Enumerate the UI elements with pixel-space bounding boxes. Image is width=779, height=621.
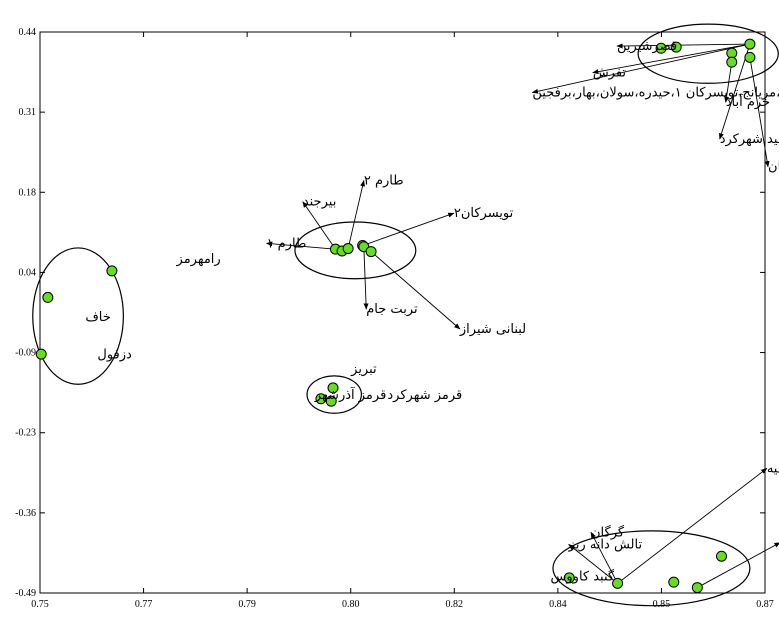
x-tick-label: 0.77 bbox=[135, 599, 153, 610]
y-tick-label: -0.23 bbox=[15, 428, 36, 439]
data-points bbox=[35, 38, 756, 594]
x-tick-label: 0.87 bbox=[756, 599, 774, 610]
tarom-2-arrow bbox=[347, 180, 366, 249]
data-point bbox=[744, 38, 756, 50]
gorgan-arrow bbox=[590, 531, 618, 584]
data-point bbox=[563, 572, 575, 584]
kelardasht-group-label: کلاردشت،لنگرود،بهشهر،شلمان،بارما،آهندان،… bbox=[767, 459, 779, 476]
y-tick-label: -0.09 bbox=[15, 348, 36, 359]
sefid-shahrekord-label: سفيد شهرکرد bbox=[720, 132, 779, 147]
data-point bbox=[726, 56, 738, 68]
data-point bbox=[106, 265, 118, 277]
data-point bbox=[670, 41, 682, 53]
taleqan-arrow bbox=[749, 57, 770, 168]
torbat-jam-label: تربت جام bbox=[366, 302, 418, 317]
data-point bbox=[327, 382, 339, 394]
khaf-label: خاف bbox=[85, 310, 110, 325]
cluster-ellipse bbox=[294, 221, 417, 280]
kelardasht-group-arrow bbox=[617, 467, 768, 584]
x-tick-label: 0.85 bbox=[653, 599, 671, 610]
khorramabad-label: خرم آباد bbox=[726, 93, 770, 110]
tuyserkan-2-arrow bbox=[362, 212, 455, 246]
cluster-ellipse bbox=[306, 375, 363, 414]
data-point bbox=[744, 51, 756, 63]
plot-frame bbox=[39, 31, 766, 594]
x-axis-ticks: 0.75 0.77 0.79 0.80 0.82 0.84 0.85 0.87 bbox=[31, 32, 774, 610]
gonbad-kavus-label: گنبد کاووس bbox=[551, 568, 615, 584]
lebanani-shiraz-label: لبنانی شيراز bbox=[459, 322, 526, 337]
tarom-2-label: طارم ۲ bbox=[364, 174, 404, 189]
cluster-ellipse bbox=[32, 247, 124, 385]
khorramabad-arrow bbox=[724, 62, 733, 103]
tafresh-arrow bbox=[592, 43, 750, 75]
y-tick-label: 0.44 bbox=[19, 27, 37, 38]
data-point bbox=[612, 577, 624, 589]
data-point bbox=[342, 243, 354, 255]
x-tick-label: 0.82 bbox=[446, 599, 464, 610]
x-tick-label: 0.80 bbox=[342, 599, 360, 610]
data-point bbox=[668, 576, 680, 588]
cluster-ellipses bbox=[32, 23, 779, 607]
data-point bbox=[325, 395, 337, 407]
tuyserkan-2-label: تويسرکان۲ bbox=[454, 206, 514, 221]
qermez-shahrekord-label: قرمز شهرکرد bbox=[387, 388, 462, 403]
cluster-ellipse bbox=[637, 23, 779, 84]
x-tick-label: 0.79 bbox=[238, 599, 256, 610]
x-tick-label: 0.84 bbox=[549, 599, 567, 610]
data-point bbox=[716, 550, 727, 562]
talesh-daneh-riz-label: تالش دانه ريز bbox=[568, 537, 643, 552]
data-point bbox=[42, 291, 54, 303]
y-tick-label: -0.49 bbox=[15, 588, 36, 599]
qasr-shirin-label: قصرشيرين bbox=[617, 39, 677, 54]
torbat-jam-arrow bbox=[363, 246, 369, 310]
x-tick-label: 0.75 bbox=[31, 599, 49, 610]
aliabad-group-label: علی آباد،شورين،مريانج،تويسرکان ۱،حيدره،س… bbox=[532, 84, 779, 101]
y-tick-label: -0.36 bbox=[15, 508, 36, 519]
tafresh-label: تفرش bbox=[593, 66, 627, 81]
birjand-label: بيرجند bbox=[303, 195, 337, 210]
tabriz-label: تبريز bbox=[350, 362, 377, 377]
qasr-shirin-arrow bbox=[616, 43, 750, 49]
data-point bbox=[35, 348, 47, 360]
data-point bbox=[691, 582, 703, 594]
data-point bbox=[726, 47, 738, 59]
annotation-arrows bbox=[265, 43, 779, 588]
point-labels: قصرشيرين تفرش علی آباد،شورين،مريانج،تويسرک… bbox=[85, 39, 779, 584]
y-tick-label: 0.04 bbox=[19, 267, 37, 278]
dezful-label: دزفول bbox=[97, 347, 132, 362]
y-tick-label: 0.31 bbox=[19, 107, 37, 118]
gorgan-label: گرگان bbox=[591, 524, 625, 540]
talesh-daneh-riz-arrow bbox=[568, 543, 618, 584]
data-point bbox=[315, 393, 327, 405]
sefid-shahrekord-arrow bbox=[719, 43, 751, 140]
lebanani-shiraz-arrow bbox=[370, 251, 461, 330]
ramhormoz-label: رامهرمز bbox=[176, 252, 221, 267]
y-tick-label: 0.18 bbox=[19, 187, 37, 198]
cluster-ellipse bbox=[552, 530, 751, 607]
data-point bbox=[655, 42, 667, 54]
data-point bbox=[365, 246, 377, 258]
talesh-daneh-dorosht-arrow bbox=[697, 542, 779, 588]
aliabad-group-arrow bbox=[531, 43, 750, 94]
birjand-arrow bbox=[302, 201, 336, 250]
tarom-1-label: طارم ۱ bbox=[267, 236, 307, 251]
qermez-azarshahr-label: قرمز آذرشهر bbox=[314, 386, 386, 403]
tarom-1-arrow bbox=[265, 241, 336, 250]
taleqan-label: طالقان bbox=[768, 160, 779, 175]
